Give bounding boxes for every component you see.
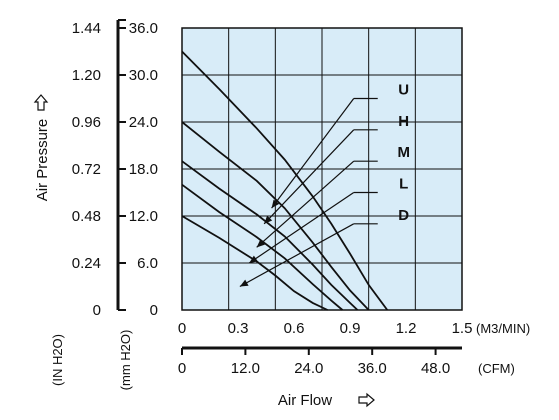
leader-arrowhead bbox=[256, 239, 265, 248]
curves bbox=[181, 50, 389, 311]
leader-arrowhead bbox=[239, 279, 249, 287]
x-axes: 0 0.3 0.6 0.9 1.2 1.5 0 12.0 24.0 36.0 48.0 bbox=[178, 320, 473, 377]
series-label-d: D bbox=[398, 207, 409, 224]
x-primary-tick-label: 0.3 bbox=[228, 320, 249, 337]
plot-border bbox=[181, 27, 463, 311]
x-primary-tick-label: 0 bbox=[178, 320, 186, 337]
x-primary-tick-label: 0.6 bbox=[284, 320, 305, 337]
x-secondary-tick-label: 12.0 bbox=[231, 360, 260, 377]
y-axis-title: Air Pressure bbox=[34, 119, 51, 202]
series-label-m: M bbox=[397, 144, 410, 161]
y-axes: 0 0 6.0 0.24 12.0 0.48 18.0 0.72 24.0 0.96 30.0 1.2… bbox=[72, 19, 158, 319]
y-secondary-unit: (IN H2O) bbox=[50, 334, 65, 386]
y-primary-tick-label: 18.0 bbox=[129, 161, 158, 178]
y-secondary-tick-label: 0 bbox=[93, 302, 101, 319]
leader-line bbox=[263, 129, 355, 225]
y-primary-tick-label: 24.0 bbox=[129, 114, 158, 131]
x-primary-tick-label: 1.5 bbox=[452, 320, 473, 337]
series-line-d bbox=[181, 215, 328, 311]
leader-line bbox=[248, 192, 355, 264]
y-secondary-tick-label: 0.24 bbox=[72, 255, 101, 272]
x-secondary-tick-label: 0 bbox=[178, 360, 186, 377]
leader-line bbox=[239, 223, 355, 288]
x-primary-tick-label: 1.2 bbox=[396, 320, 417, 337]
series-label-l: L bbox=[399, 176, 408, 193]
y-primary-unit: (mm H2O) bbox=[118, 330, 133, 391]
series-label-u: U bbox=[398, 82, 409, 99]
grid bbox=[182, 28, 462, 310]
x-secondary-tick-label: 36.0 bbox=[358, 360, 387, 377]
y-secondary-tick-label: 0.48 bbox=[72, 208, 101, 225]
series-label-h: H bbox=[398, 113, 409, 130]
y-primary-tick-label: 30.0 bbox=[129, 67, 158, 84]
series-line-l bbox=[181, 183, 344, 311]
x-primary-unit: (M3/MIN) bbox=[476, 321, 530, 336]
x-axis-title: Air Flow bbox=[278, 392, 332, 409]
x-axis-arrow-icon bbox=[358, 392, 375, 408]
series-line-h bbox=[181, 121, 370, 311]
leader-line bbox=[256, 160, 355, 248]
leader-line bbox=[271, 98, 355, 209]
y-secondary-tick-label: 1.44 bbox=[72, 20, 101, 37]
y-primary-tick-label: 12.0 bbox=[129, 208, 158, 225]
series-line-m bbox=[181, 160, 359, 311]
y-secondary-tick-label: 1.20 bbox=[72, 67, 101, 84]
y-secondary-tick-label: 0.72 bbox=[72, 161, 101, 178]
y-primary-tick-label: 36.0 bbox=[129, 20, 158, 37]
leader-arrowhead bbox=[249, 255, 258, 263]
y-axis-arrow-icon bbox=[33, 94, 49, 111]
x-secondary-tick-label: 24.0 bbox=[294, 360, 323, 377]
y-secondary-tick-label: 0.96 bbox=[72, 114, 101, 131]
series-line-u bbox=[181, 50, 389, 311]
y-primary-tick-label: 6.0 bbox=[137, 255, 158, 272]
x-secondary-unit: (CFM) bbox=[478, 361, 515, 376]
leader-arrowhead bbox=[264, 215, 273, 224]
x-primary-tick-label: 0.9 bbox=[340, 320, 361, 337]
leader-arrowhead bbox=[271, 199, 280, 209]
y-primary-tick-label: 0 bbox=[150, 302, 158, 319]
x-secondary-tick-label: 48.0 bbox=[421, 360, 450, 377]
